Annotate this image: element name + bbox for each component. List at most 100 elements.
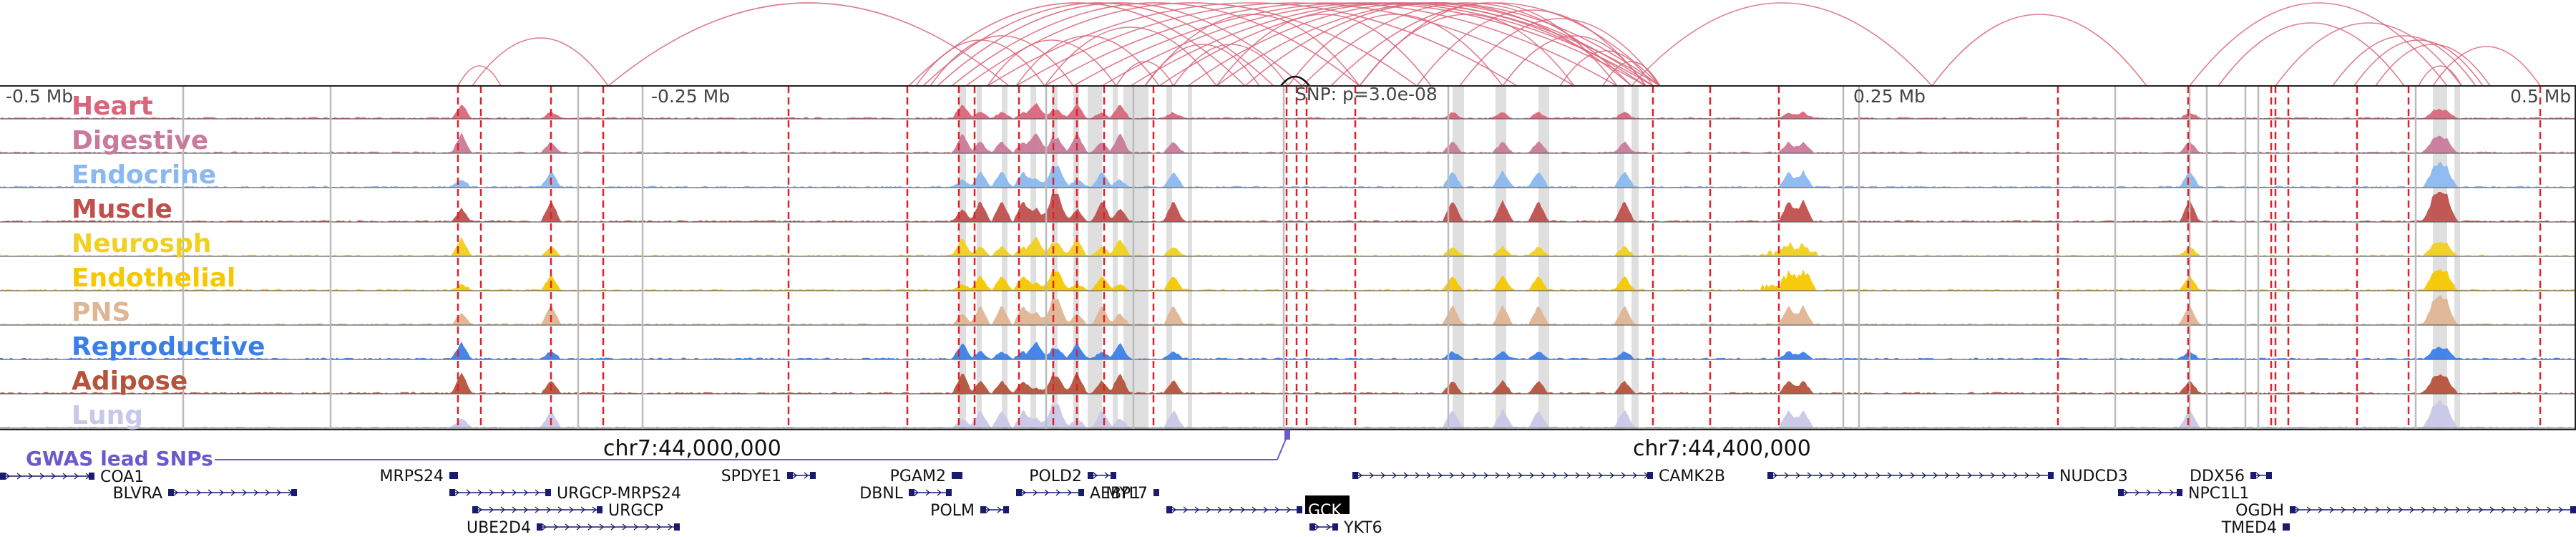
gene-myl7: MYL7 xyxy=(1106,485,1159,503)
gene-ube2d4: UBE2D4 xyxy=(467,519,680,537)
gene-exon xyxy=(452,472,458,479)
strand-arrow xyxy=(500,506,506,513)
strand-arrow xyxy=(2409,506,2415,513)
strand-arrow xyxy=(2157,489,2163,496)
strand-arrow xyxy=(2306,506,2312,513)
gene-exon xyxy=(1016,489,1022,496)
strand-arrow xyxy=(1944,472,1950,479)
loop-arc xyxy=(987,2,1518,87)
highlight-region xyxy=(1496,86,1506,430)
track-label-neurosph: Neurosph xyxy=(72,229,212,258)
gene-blvra: BLVRA xyxy=(113,485,297,503)
strand-arrow xyxy=(2036,472,2041,479)
strand-arrow xyxy=(253,489,259,496)
strand-arrow xyxy=(985,506,991,513)
loop-arc xyxy=(2418,65,2462,87)
strand-arrow xyxy=(633,523,639,531)
strand-arrow xyxy=(1772,472,1778,479)
loop-arc xyxy=(1602,61,1661,87)
strand-arrow xyxy=(2455,506,2461,513)
strand-arrow xyxy=(1807,472,1813,479)
gene-label-blvra: BLVRA xyxy=(113,485,162,503)
strand-arrow xyxy=(196,489,202,496)
strand-arrow xyxy=(1910,472,1916,479)
strand-arrow xyxy=(1621,472,1626,479)
strand-arrow xyxy=(1104,472,1110,479)
strand-arrow xyxy=(1217,506,1223,513)
highlight-region xyxy=(1088,86,1102,430)
strand-arrow xyxy=(1449,472,1455,479)
strand-arrow xyxy=(2013,472,2019,479)
strand-arrow xyxy=(2524,506,2529,513)
strand-arrow xyxy=(804,472,809,479)
highlight-region xyxy=(1030,86,1036,430)
vertical-marker-lines xyxy=(182,86,2542,430)
strand-arrow xyxy=(2535,506,2541,513)
loop-arc xyxy=(951,2,1360,87)
gene-exon xyxy=(674,523,680,531)
strand-arrow xyxy=(2398,506,2404,513)
strand-arrow xyxy=(454,489,460,496)
gene-exon xyxy=(1111,472,1116,479)
strand-arrow xyxy=(599,523,605,531)
strand-arrow xyxy=(477,506,483,513)
strand-arrow xyxy=(500,489,506,496)
strand-arrow xyxy=(1426,472,1432,479)
gene-urgcp-mrps24: URGCP-MRPS24 xyxy=(449,485,681,503)
gene-exon xyxy=(952,472,957,479)
gene-mrps24: MRPS24 xyxy=(380,468,458,485)
gene-label-dbnl: DBNL xyxy=(859,485,903,503)
strand-arrow xyxy=(1194,506,1200,513)
strand-arrow xyxy=(276,489,282,496)
strand-arrow xyxy=(1263,506,1269,513)
loop-arc xyxy=(1244,2,1632,87)
gene-exon xyxy=(946,489,952,496)
gene-label-camk2b: CAMK2B xyxy=(1659,468,1725,485)
gene-exon xyxy=(168,489,174,496)
strand-arrow xyxy=(792,472,798,479)
gene-label-urgcp: URGCP xyxy=(608,502,663,520)
loop-arc xyxy=(1359,14,1575,87)
tick-label-minus-0-5: -0.5 Mb xyxy=(6,86,73,107)
loop-arc xyxy=(1044,2,1618,87)
gene-label-coa1: COA1 xyxy=(100,468,144,486)
chrom-coord-44000000: chr7:44,000,000 xyxy=(603,436,781,461)
gene-label-urgcp-mrps24: URGCP-MRPS24 xyxy=(557,485,681,503)
strand-arrow xyxy=(535,506,540,513)
strand-arrow xyxy=(565,523,570,531)
gene-label-ykt6: YKT6 xyxy=(1343,519,1382,537)
strand-arrow xyxy=(1460,472,1466,479)
strand-arrow xyxy=(74,473,79,480)
strand-arrow xyxy=(1183,506,1189,513)
highlight-region xyxy=(1631,86,1639,430)
strand-arrow xyxy=(668,523,673,531)
strand-arrow xyxy=(219,489,225,496)
strand-arrow xyxy=(1552,472,1558,479)
gene-exon xyxy=(1078,489,1084,496)
gwas-label: GWAS lead SNPs xyxy=(26,447,213,470)
strand-arrow xyxy=(62,473,68,480)
strand-arrow xyxy=(2146,489,2152,496)
strand-arrow xyxy=(1314,523,1320,531)
gene-ykt6: YKT6 xyxy=(1309,519,1382,537)
strand-arrow xyxy=(1632,472,1638,479)
strand-arrow xyxy=(1206,506,1211,513)
gene-label-mrps24: MRPS24 xyxy=(380,468,444,485)
strand-arrow xyxy=(1563,472,1569,479)
strand-arrow xyxy=(489,489,494,496)
loop-arc xyxy=(2218,22,2405,87)
track-label-digestive: Digestive xyxy=(72,126,208,155)
loop-arc xyxy=(937,2,1303,87)
loop-arc xyxy=(2332,35,2477,87)
strand-arrow xyxy=(1286,506,1292,513)
loop-arc xyxy=(1144,14,1360,87)
gene-exon xyxy=(0,473,6,480)
gene-urgcp: URGCP xyxy=(472,502,663,520)
gene-label-ube2d4: UBE2D4 xyxy=(467,519,531,537)
strand-arrow xyxy=(477,489,483,496)
strand-arrow xyxy=(576,523,582,531)
strand-arrow xyxy=(1067,489,1073,496)
loop-arc xyxy=(1044,26,1217,87)
highlight-region xyxy=(1617,86,1624,430)
